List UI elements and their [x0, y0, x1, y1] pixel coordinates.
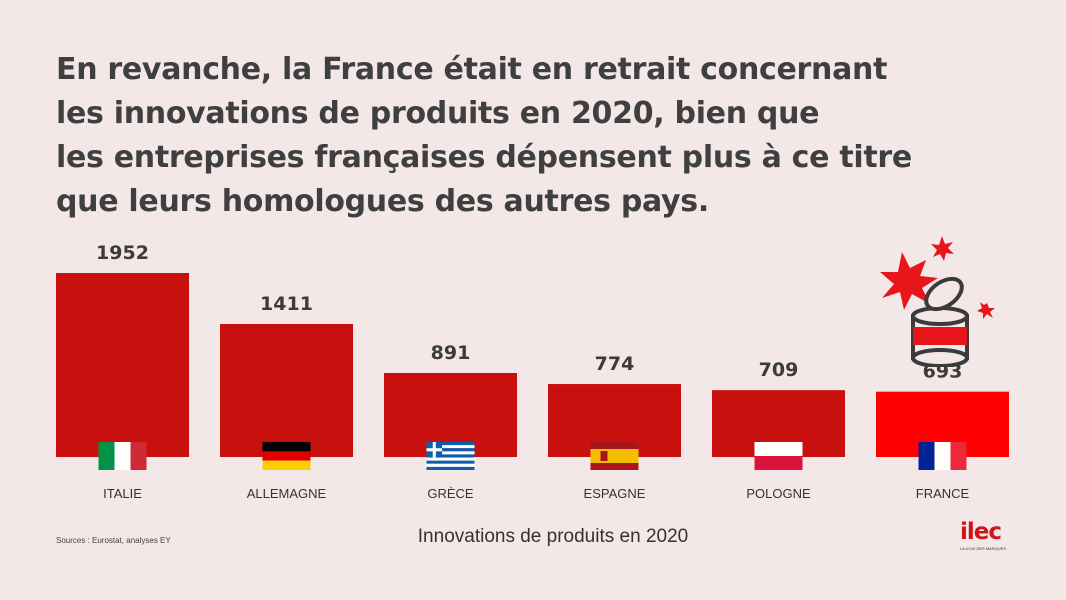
poland-flag-icon	[754, 442, 803, 470]
headline: En revanche, la France était en retrait …	[56, 48, 1016, 224]
data-label: 709	[759, 359, 799, 381]
headline-line: que leurs homologues des autres pays.	[56, 184, 709, 219]
source-note: Sources : Eurostat, analyses EY	[56, 536, 171, 545]
data-label: 891	[431, 342, 471, 364]
ilec-logo: ilec LA VOIX DES MARQUES	[960, 520, 1020, 554]
bursting-can-icon	[880, 236, 995, 367]
logo-word: ilec	[960, 519, 1002, 545]
greece-flag-icon	[426, 442, 475, 470]
category-label: ALLEMAGNE	[247, 486, 327, 501]
logo-tagline: LA VOIX DES MARQUES	[960, 546, 1007, 551]
spain-flag-icon	[590, 442, 639, 470]
headline-line: les entreprises françaises dépensent plu…	[56, 140, 912, 175]
bar	[220, 323, 353, 457]
bar	[56, 273, 189, 457]
headline-line: les innovations de produits en 2020, bie…	[56, 96, 820, 131]
category-label: ESPAGNE	[584, 486, 646, 501]
germany-flag-icon	[262, 442, 311, 470]
headline-line: En revanche, la France était en retrait …	[56, 52, 888, 87]
data-label: 1411	[260, 293, 313, 315]
category-label: POLOGNE	[746, 486, 811, 501]
category-label: ITALIE	[103, 486, 142, 501]
category-label: GRÈCE	[427, 486, 474, 501]
category-label: FRANCE	[916, 486, 970, 501]
x-axis-title: Innovations de produits en 2020	[417, 526, 689, 547]
italy-flag-icon	[98, 442, 147, 470]
france-flag-icon	[918, 442, 967, 470]
data-label: 774	[595, 353, 635, 375]
data-label: 1952	[96, 242, 149, 264]
